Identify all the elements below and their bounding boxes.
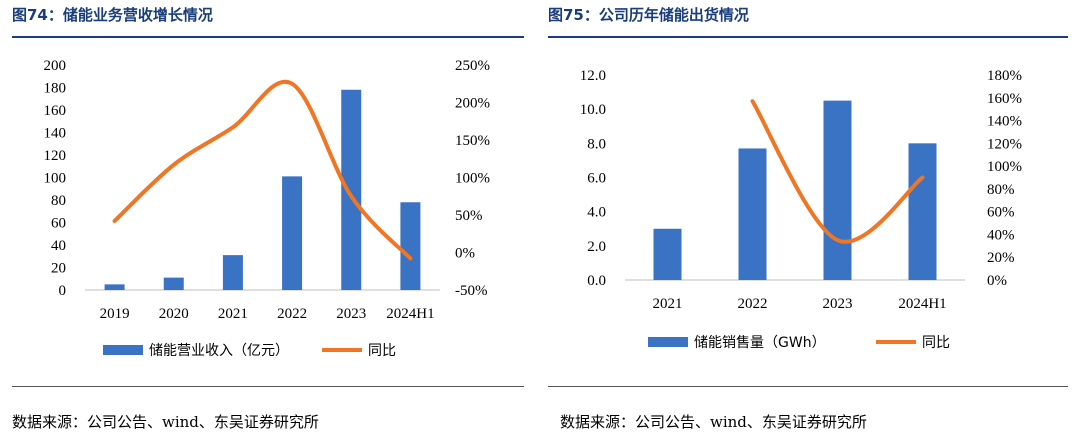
x-axis-tick-label: 2024H1 xyxy=(386,306,434,322)
x-axis-tick-label: 2021 xyxy=(653,296,683,312)
bar xyxy=(163,277,184,290)
left-axis-tick-label: 180 xyxy=(44,81,67,97)
right-source-note: 数据来源：公司公告、wind、东吴证券研究所 xyxy=(560,413,867,431)
left-axis-tick-label: 2.0 xyxy=(587,239,606,255)
left-source-note: 数据来源：公司公告、wind、东吴证券研究所 xyxy=(12,413,319,431)
right-chart: 12.0 10.0 8.0 6.0 4.0 2.0 0.0 180% 160% 140% 120% 1… xyxy=(580,68,1022,351)
right-title-rule xyxy=(548,36,1068,38)
bar xyxy=(282,176,303,290)
right-axis-tick-label: 0% xyxy=(455,246,475,262)
x-axis-tick-label: 2022 xyxy=(277,306,307,322)
right-axis-tick-label: 120% xyxy=(987,136,1022,152)
left-axis-tick-label: 200 xyxy=(44,58,67,74)
bar xyxy=(908,143,937,280)
bar xyxy=(222,255,243,290)
right-axis-tick-label: 60% xyxy=(987,205,1015,221)
left-axis-tick-label: 0 xyxy=(59,283,67,299)
left-title-rule xyxy=(12,36,524,38)
left-axis-tick-label: 6.0 xyxy=(587,171,606,187)
bar xyxy=(341,89,362,290)
right-axis-tick-label: 50% xyxy=(455,208,483,224)
right-axis-tick-label: 140% xyxy=(987,114,1022,130)
x-axis-tick-label: 2021 xyxy=(218,306,248,322)
left-axis-tick-label: 12.0 xyxy=(580,68,606,84)
x-axis-tick-label: 2019 xyxy=(100,306,130,322)
left-axis-tick-label: 8.0 xyxy=(587,136,606,152)
right-axis-tick-label: 40% xyxy=(987,227,1015,243)
x-axis-tick-label: 2023 xyxy=(823,296,853,312)
legend-bar-label: 储能销售量（GWh） xyxy=(694,335,826,351)
right-axis-tick-label: 100% xyxy=(455,171,490,187)
bar xyxy=(400,202,421,290)
left-axis-tick-label: 100 xyxy=(44,171,67,187)
x-axis-tick-label: 2020 xyxy=(159,306,189,322)
left-chart: 200180160140120100806040200250%200%150%1… xyxy=(44,58,491,359)
left-axis-tick-label: 140 xyxy=(44,126,67,142)
right-chart-title: 图75：公司历年储能出货情况 xyxy=(548,6,749,24)
bar xyxy=(823,100,852,280)
left-axis-tick-label: 120 xyxy=(44,148,67,164)
left-axis-tick-label: 60 xyxy=(51,216,66,232)
right-axis-tick-label: 80% xyxy=(987,182,1015,198)
left-axis-tick-label: 40 xyxy=(51,238,66,254)
x-axis-tick-label: 2022 xyxy=(738,296,768,312)
right-axis-tick-label: -50% xyxy=(455,283,488,299)
left-axis-tick-label: 80 xyxy=(51,193,66,209)
legend-bar-swatch xyxy=(103,345,143,355)
right-axis-tick-label: 250% xyxy=(455,58,490,74)
left-axis-tick-label: 4.0 xyxy=(587,205,606,221)
left-bottom-rule xyxy=(12,386,524,387)
bar xyxy=(738,148,767,280)
left-axis-tick-label: 10.0 xyxy=(580,102,606,118)
right-axis-tick-label: 100% xyxy=(987,159,1022,175)
x-axis-tick-label: 2023 xyxy=(336,306,366,322)
right-axis-tick-label: 0% xyxy=(987,273,1007,289)
right-axis-tick-label: 150% xyxy=(455,133,490,149)
x-axis-tick-label: 2024H1 xyxy=(898,296,946,312)
bar xyxy=(653,228,682,280)
right-axis-tick-label: 200% xyxy=(455,96,490,112)
bar xyxy=(104,284,125,290)
right-axis-tick-label: 160% xyxy=(987,91,1022,107)
left-axis-tick-label: 160 xyxy=(44,103,67,119)
right-axis-tick-label: 180% xyxy=(987,68,1022,84)
legend-line-label: 同比 xyxy=(922,335,950,351)
right-axis-tick-label: 20% xyxy=(987,250,1015,266)
legend-line-label: 同比 xyxy=(368,343,396,359)
left-chart-title: 图74：储能业务营收增长情况 xyxy=(12,6,213,24)
right-bottom-rule xyxy=(548,386,1068,387)
legend-bar-swatch xyxy=(648,337,688,347)
legend-bar-label: 储能营业收入（亿元） xyxy=(149,343,289,359)
yoy-line xyxy=(112,79,413,261)
left-axis-tick-label: 0.0 xyxy=(587,273,606,289)
left-axis-tick-label: 20 xyxy=(51,261,66,277)
